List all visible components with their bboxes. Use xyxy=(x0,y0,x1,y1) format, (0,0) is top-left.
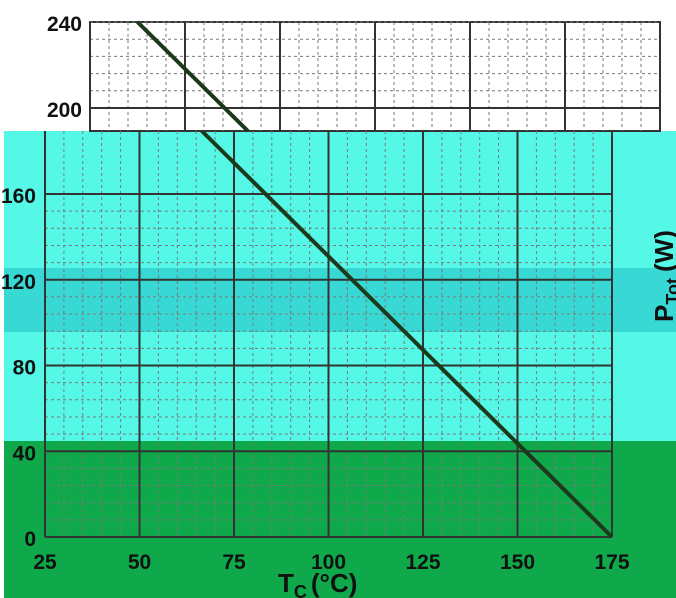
teal-band-overlay xyxy=(4,268,676,332)
y-axis-unit: (W) xyxy=(649,230,676,272)
x-tick-label: 175 xyxy=(594,551,629,574)
x-tick-label: 125 xyxy=(405,551,440,574)
series-line-lower xyxy=(200,129,614,539)
series-layer xyxy=(136,20,614,539)
background-overlays xyxy=(4,131,676,598)
y-tick-label: 120 xyxy=(1,271,36,294)
y-tick-label: 80 xyxy=(13,357,36,380)
x-tick-label: 50 xyxy=(128,551,151,574)
y-tick-labels: 0 40 80 120 160 200 240 xyxy=(1,13,82,551)
y-axis-title: PTot (W) xyxy=(649,230,676,322)
x-tick-label: 150 xyxy=(500,551,535,574)
x-axis-subscript: C xyxy=(294,582,307,598)
y-tick-label: 0 xyxy=(24,528,36,551)
x-tick-label: 100 xyxy=(311,551,346,574)
x-axis-symbol: T xyxy=(278,568,294,598)
series-line-upper xyxy=(136,20,250,133)
x-tick-label: 25 xyxy=(33,551,57,574)
major-grid xyxy=(44,22,661,538)
y-tick-label: 160 xyxy=(1,185,36,208)
y-tick-label: 200 xyxy=(47,99,82,122)
x-tick-labels: 25 50 75 100 125 150 175 xyxy=(33,551,630,574)
y-axis-symbol: P xyxy=(649,305,676,322)
y-tick-label: 240 xyxy=(47,13,82,36)
x-axis-title: TC (°C) xyxy=(278,568,357,598)
x-tick-label: 75 xyxy=(222,551,246,574)
x-axis-unit: (°C) xyxy=(311,568,358,598)
y-tick-label: 40 xyxy=(13,442,36,465)
y-axis-subscript: Tot xyxy=(663,278,676,305)
